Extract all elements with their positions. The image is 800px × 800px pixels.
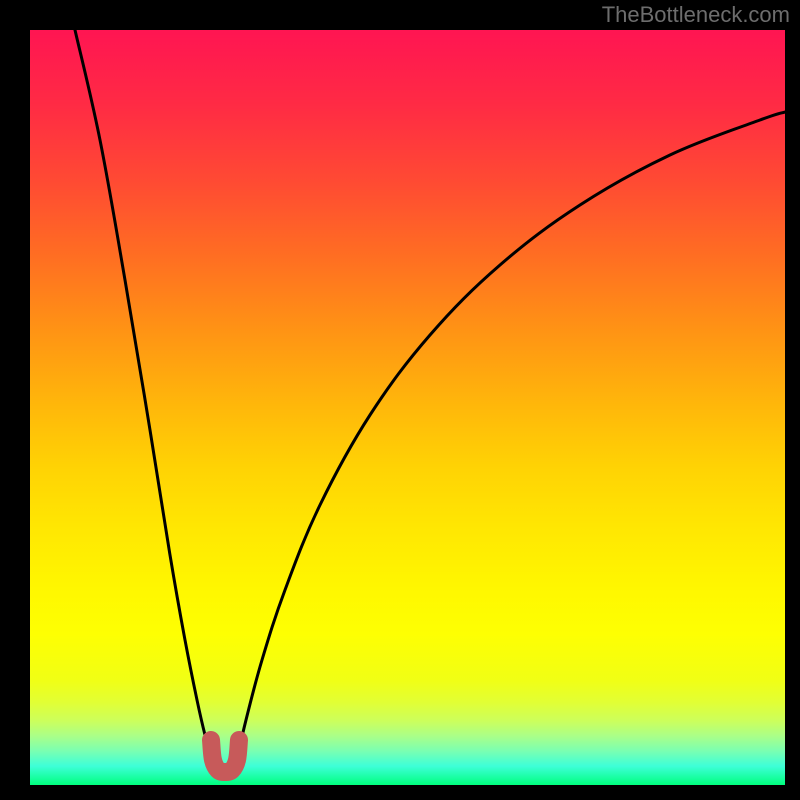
chart-plot-area <box>30 30 785 785</box>
chart-svg <box>0 0 800 800</box>
source-watermark: TheBottleneck.com <box>602 2 790 28</box>
chart-frame: TheBottleneck.com <box>0 0 800 800</box>
